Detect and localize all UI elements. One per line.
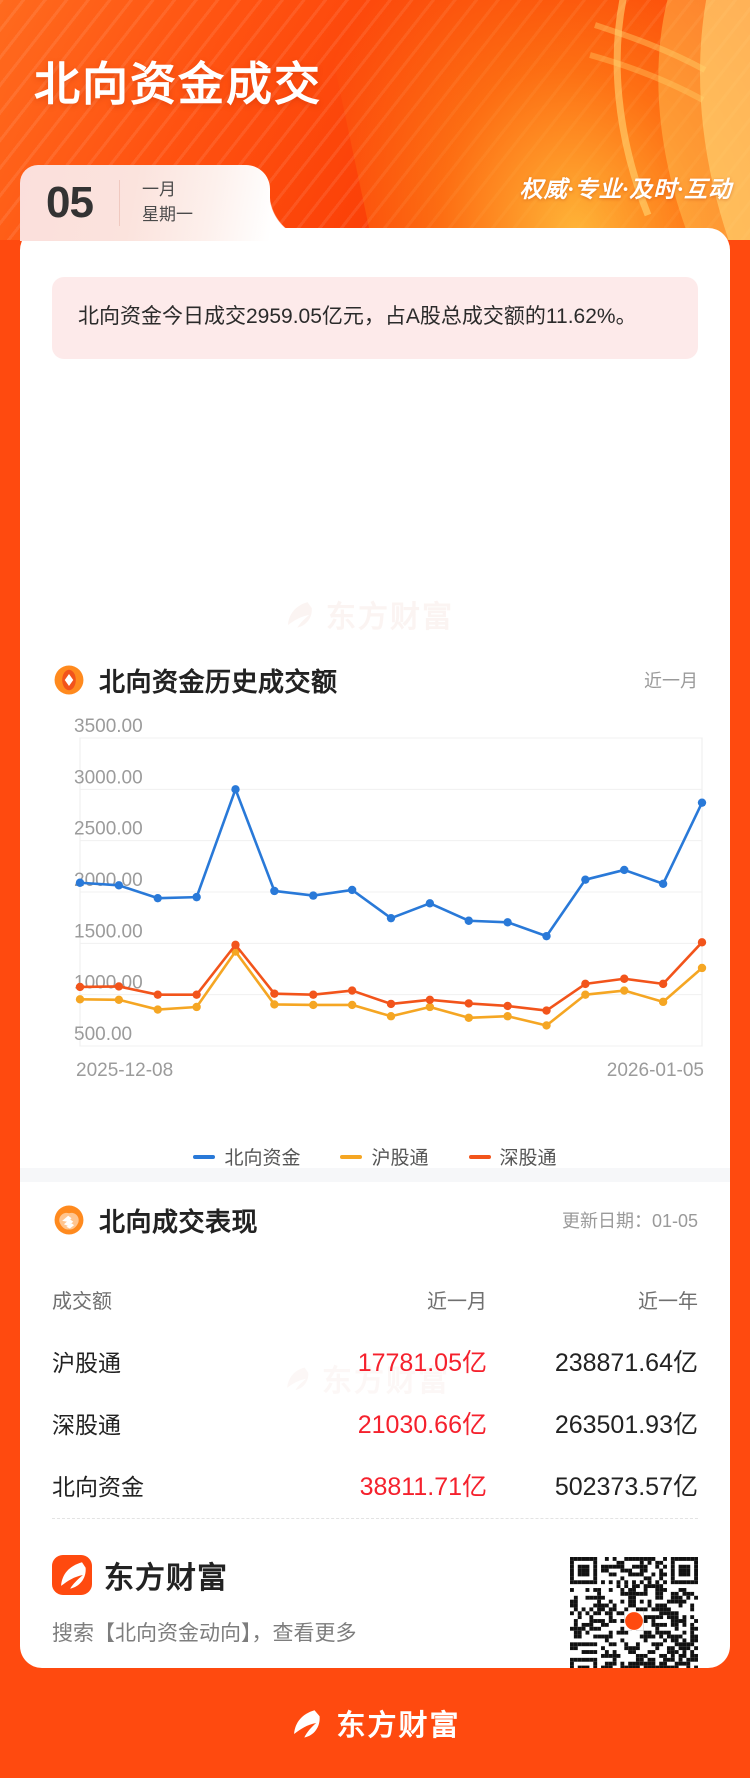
- eastmoney-logo-icon: [294, 1710, 321, 1738]
- dashed-divider: [52, 1518, 698, 1519]
- legend-label: 深股通: [499, 1148, 557, 1169]
- row-name: 北向资金: [52, 1474, 144, 1500]
- column-header-metric: 成交额: [52, 1290, 112, 1313]
- table-update-date: 更新日期：01-05: [561, 1211, 698, 1231]
- performance-table: 成交额 近一月 近一年 沪股通 17781.05亿 238871.64亿 深股通…: [52, 1268, 698, 1516]
- row-name: 深股通: [52, 1412, 121, 1438]
- chart-section-header: 北向资金历史成交额 近一月: [52, 660, 698, 700]
- svg-text:3500.00: 3500.00: [74, 716, 143, 737]
- legend-item: 北向资金: [193, 1143, 300, 1170]
- legend-label: 北向资金: [224, 1148, 301, 1169]
- handshake-icon: [54, 1205, 84, 1235]
- row-month-value: 21030.66亿: [357, 1411, 487, 1439]
- page-header: 北向资金成交 权威·专业·及时·互动: [0, 0, 750, 240]
- row-month-value: 38811.71亿: [359, 1473, 487, 1501]
- chart-range-label: 近一月: [644, 671, 698, 691]
- column-header-month: 近一月: [427, 1290, 487, 1313]
- target-circle-icon: [54, 665, 84, 695]
- table-row: 沪股通 17781.05亿 238871.64亿: [52, 1330, 698, 1392]
- row-name: 沪股通: [52, 1350, 121, 1376]
- chart-title: 北向资金历史成交额: [99, 666, 338, 697]
- svg-text:2000.00: 2000.00: [74, 870, 143, 891]
- date-weekday: 星期一: [141, 205, 193, 224]
- eastmoney-logo-icon: [287, 602, 312, 628]
- summary-box: 北向资金今日成交2959.05亿元，占A股总成交额的11.62%。: [52, 277, 698, 360]
- legend-color-swatch: [340, 1154, 363, 1159]
- date-day: 05: [46, 178, 94, 227]
- legend-color-swatch: [468, 1154, 491, 1159]
- card-footer: 东方财富 搜索【北向资金动向】，查看更多: [52, 1553, 698, 1668]
- date-badge: 05 一月 星期一: [20, 165, 316, 241]
- row-year-value: 263501.93亿: [554, 1411, 698, 1439]
- legend-item: 沪股通: [340, 1143, 429, 1170]
- eastmoney-logo-icon: [52, 1555, 92, 1595]
- watermark-text: 东方财富: [326, 601, 454, 634]
- bottom-brand-bar: 东方财富: [0, 1668, 750, 1778]
- history-line-chart: 3500.00 3000.00 2500.00 2000.00 1500.00 1000.…: [42, 708, 708, 1128]
- header-ribbon-decoration: [589, 0, 750, 240]
- date-divider: [118, 180, 120, 226]
- main-card: 北向资金今日成交2959.05亿元，占A股总成交额的11.62%。 东方财富 北…: [20, 228, 730, 1668]
- date-month: 一月: [141, 180, 176, 200]
- svg-text:3000.00: 3000.00: [74, 767, 143, 788]
- watermark-top: 东方财富: [282, 592, 454, 636]
- bottom-brand-text: 东方财富: [336, 1710, 461, 1742]
- svg-text:2025-12-08: 2025-12-08: [76, 1060, 173, 1081]
- column-header-year: 近一年: [638, 1290, 698, 1313]
- row-month-value: 17781.05亿: [357, 1349, 487, 1377]
- section-divider: [20, 1168, 730, 1182]
- table-title: 北向成交表现: [99, 1206, 259, 1237]
- svg-text:1500.00: 1500.00: [74, 921, 143, 942]
- footer-logo-group: 东方财富: [52, 1553, 698, 1597]
- chart-svg: 3500.003000.002500.002000.001500.001000.…: [74, 716, 707, 1081]
- page-title: 北向资金成交: [34, 58, 322, 110]
- header-slogan: 权威·专业·及时·互动: [519, 177, 732, 202]
- svg-text:2026-01-05: 2026-01-05: [607, 1060, 704, 1081]
- footer-search-hint: 搜索【北向资金动向】，查看更多: [52, 1622, 357, 1645]
- qr-code[interactable]: [570, 1557, 698, 1668]
- qr-code-svg: [570, 1557, 698, 1668]
- table-section-header: 北向成交表现 更新日期：01-05: [52, 1200, 698, 1240]
- table-header-row: 成交额 近一月 近一年: [52, 1268, 698, 1330]
- legend-color-swatch: [193, 1154, 216, 1159]
- legend-item: 深股通: [468, 1143, 557, 1170]
- summary-text: 北向资金今日成交2959.05亿元，占A股总成交额的11.62%。: [78, 305, 637, 328]
- footer-brand: 东方财富: [104, 1562, 228, 1595]
- date-text-group: 一月 星期一: [142, 178, 193, 227]
- legend-label: 沪股通: [371, 1148, 429, 1169]
- chart-legend: 北向资金 沪股通 深股通: [52, 1143, 698, 1170]
- row-year-value: 502373.57亿: [554, 1473, 698, 1501]
- svg-text:2500.00: 2500.00: [74, 819, 143, 840]
- svg-text:500.00: 500.00: [74, 1024, 132, 1045]
- row-year-value: 238871.64亿: [554, 1349, 698, 1377]
- table-row: 北向资金 38811.71亿 502373.57亿: [52, 1454, 698, 1516]
- table-row: 深股通 21030.66亿 263501.93亿: [52, 1392, 698, 1454]
